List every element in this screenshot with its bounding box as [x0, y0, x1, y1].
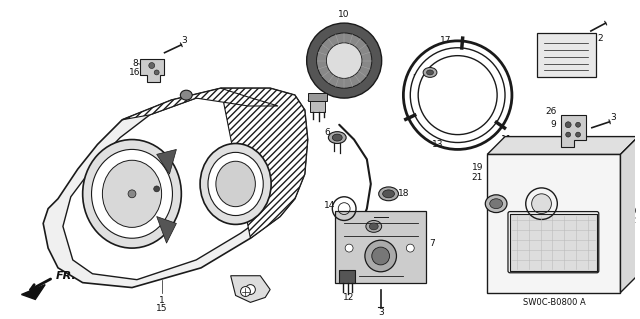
Circle shape	[410, 48, 505, 143]
Text: 17: 17	[440, 36, 452, 45]
Circle shape	[575, 132, 580, 137]
Text: 20: 20	[626, 207, 637, 216]
Text: 3: 3	[378, 308, 383, 317]
Circle shape	[307, 23, 381, 98]
Ellipse shape	[485, 195, 507, 212]
Text: 23: 23	[497, 160, 509, 169]
Text: 15: 15	[156, 304, 167, 313]
Text: 3: 3	[611, 113, 616, 122]
Polygon shape	[339, 270, 355, 283]
Ellipse shape	[379, 187, 399, 201]
Text: 12: 12	[344, 293, 355, 302]
Polygon shape	[122, 88, 278, 120]
Text: 3: 3	[181, 36, 187, 45]
Text: 14: 14	[324, 201, 335, 210]
Circle shape	[241, 286, 250, 296]
Bar	[510, 213, 596, 271]
Circle shape	[317, 33, 372, 88]
Text: 5: 5	[307, 93, 312, 103]
Ellipse shape	[423, 68, 437, 78]
Circle shape	[246, 285, 255, 294]
Ellipse shape	[383, 190, 394, 198]
Text: 26: 26	[546, 108, 557, 116]
Bar	[310, 100, 325, 112]
Ellipse shape	[180, 90, 192, 100]
Text: 18: 18	[397, 189, 409, 198]
Polygon shape	[621, 137, 638, 293]
Text: 22: 22	[626, 216, 637, 225]
Polygon shape	[487, 154, 621, 293]
Polygon shape	[22, 285, 45, 300]
Polygon shape	[335, 211, 426, 283]
Text: 9: 9	[550, 120, 556, 129]
Ellipse shape	[490, 199, 502, 209]
Text: 6: 6	[324, 128, 330, 137]
Circle shape	[345, 244, 353, 252]
Polygon shape	[157, 217, 177, 243]
Polygon shape	[140, 59, 164, 82]
Circle shape	[532, 194, 552, 213]
Circle shape	[406, 244, 414, 252]
Text: FR.: FR.	[56, 271, 77, 281]
Text: 13: 13	[432, 140, 444, 149]
Text: 8: 8	[132, 59, 138, 68]
Ellipse shape	[427, 70, 433, 75]
Text: 24: 24	[413, 74, 424, 83]
Circle shape	[128, 190, 136, 198]
Ellipse shape	[216, 161, 255, 207]
Text: 16: 16	[129, 68, 141, 77]
Circle shape	[372, 247, 390, 265]
Circle shape	[154, 70, 159, 75]
Ellipse shape	[369, 223, 378, 230]
Polygon shape	[230, 276, 270, 302]
Ellipse shape	[366, 220, 381, 232]
Circle shape	[566, 132, 571, 137]
Polygon shape	[157, 149, 177, 174]
Text: 24: 24	[556, 199, 567, 208]
Bar	[536, 33, 596, 78]
Polygon shape	[487, 137, 638, 154]
Circle shape	[565, 122, 571, 128]
Ellipse shape	[332, 134, 342, 141]
Text: SW0C-B0800 A: SW0C-B0800 A	[523, 298, 586, 307]
Polygon shape	[561, 115, 586, 147]
Ellipse shape	[83, 139, 181, 248]
Bar	[308, 93, 328, 101]
Text: 26: 26	[233, 280, 244, 289]
Text: 10: 10	[339, 10, 350, 19]
Text: 21: 21	[472, 173, 483, 182]
Polygon shape	[63, 97, 297, 280]
Text: 25: 25	[381, 222, 392, 231]
Text: 7: 7	[429, 239, 435, 248]
Text: 1: 1	[159, 296, 164, 305]
Ellipse shape	[102, 160, 162, 227]
Circle shape	[365, 240, 396, 272]
Ellipse shape	[328, 132, 346, 144]
Circle shape	[154, 186, 159, 192]
Polygon shape	[221, 88, 308, 238]
Text: 19: 19	[472, 163, 483, 172]
Ellipse shape	[92, 149, 172, 238]
Circle shape	[326, 43, 362, 78]
Text: 2: 2	[597, 34, 603, 43]
Polygon shape	[43, 88, 308, 287]
Ellipse shape	[208, 152, 263, 216]
Circle shape	[148, 63, 155, 69]
Text: 11: 11	[501, 135, 513, 144]
Circle shape	[575, 122, 580, 127]
Ellipse shape	[200, 144, 271, 224]
